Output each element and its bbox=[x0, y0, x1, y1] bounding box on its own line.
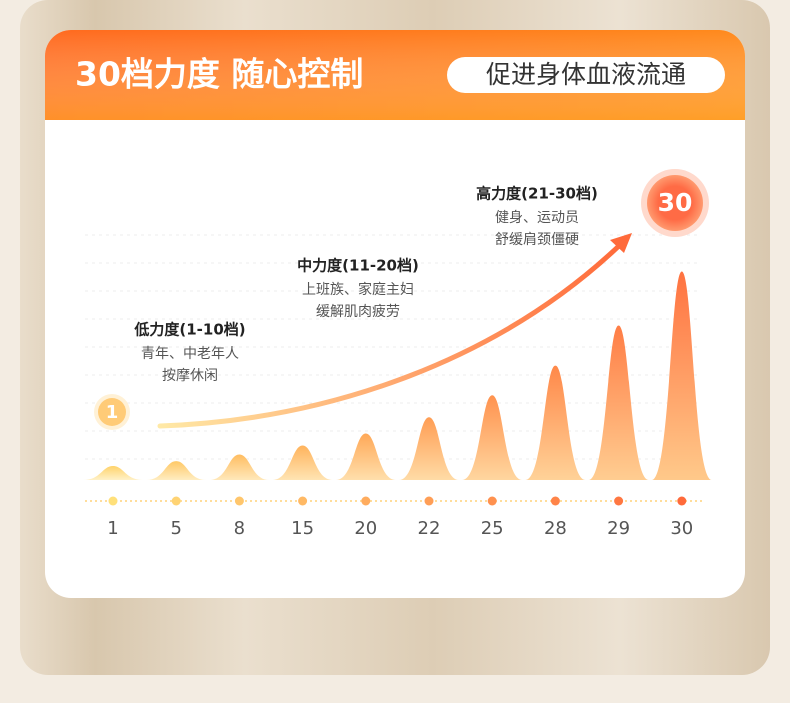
peak bbox=[525, 365, 586, 480]
peak bbox=[209, 454, 270, 480]
level-label: 29 bbox=[607, 518, 630, 539]
level-label: 5 bbox=[170, 518, 181, 539]
level-dot bbox=[108, 496, 118, 506]
peak bbox=[462, 395, 523, 480]
level-desc: 舒缓肩颈僵硬 bbox=[495, 232, 579, 248]
start-label: 1 bbox=[106, 402, 119, 423]
level-dot bbox=[234, 496, 244, 506]
level-dot bbox=[487, 496, 497, 506]
level-desc: 健身、运动员 bbox=[495, 210, 579, 226]
level-label: 1 bbox=[107, 518, 118, 539]
level-dot bbox=[361, 496, 371, 506]
trend-arrow bbox=[157, 240, 625, 429]
peak bbox=[588, 325, 649, 480]
level-label: 30 bbox=[670, 518, 693, 539]
header-title: 30档力度 随心控制 bbox=[75, 55, 363, 94]
level-dot bbox=[298, 496, 308, 506]
level-label: 15 bbox=[291, 518, 314, 539]
peak bbox=[399, 417, 459, 480]
level-chart: 1 5 8 15 20 22 25 28 29 30 bbox=[83, 271, 712, 539]
badge bbox=[447, 57, 725, 93]
level-dot bbox=[614, 496, 624, 506]
level-dot bbox=[550, 496, 560, 506]
peak bbox=[272, 445, 333, 480]
level-label: 20 bbox=[354, 518, 377, 539]
level-dot bbox=[171, 496, 181, 506]
level-title: 中力度(11-20档) bbox=[297, 257, 419, 275]
level-desc: 青年、中老年人 bbox=[141, 346, 239, 362]
level-title: 低力度(1-10档) bbox=[133, 321, 245, 339]
peak bbox=[335, 433, 396, 480]
level-dot bbox=[677, 496, 687, 506]
level-desc: 按摩休闲 bbox=[162, 367, 218, 384]
level-label: 22 bbox=[418, 518, 441, 539]
end-marker bbox=[647, 175, 703, 231]
level-desc: 上班族、家庭主妇 bbox=[302, 281, 414, 298]
peak bbox=[651, 271, 712, 480]
badge-text: 促进身体血液流通 bbox=[486, 60, 686, 89]
level-label: 28 bbox=[544, 518, 567, 539]
level-title: 高力度(21-30档) bbox=[476, 185, 598, 203]
level-label: 8 bbox=[234, 518, 245, 539]
level-dot bbox=[424, 496, 434, 506]
start-marker bbox=[98, 398, 126, 426]
header-shade bbox=[45, 30, 745, 120]
level-label: 25 bbox=[481, 518, 504, 539]
peak bbox=[146, 461, 207, 480]
peak bbox=[83, 466, 143, 480]
end-label: 30 bbox=[658, 188, 693, 217]
level-desc: 缓解肌肉疲劳 bbox=[316, 303, 400, 320]
arrow-head bbox=[610, 233, 632, 253]
